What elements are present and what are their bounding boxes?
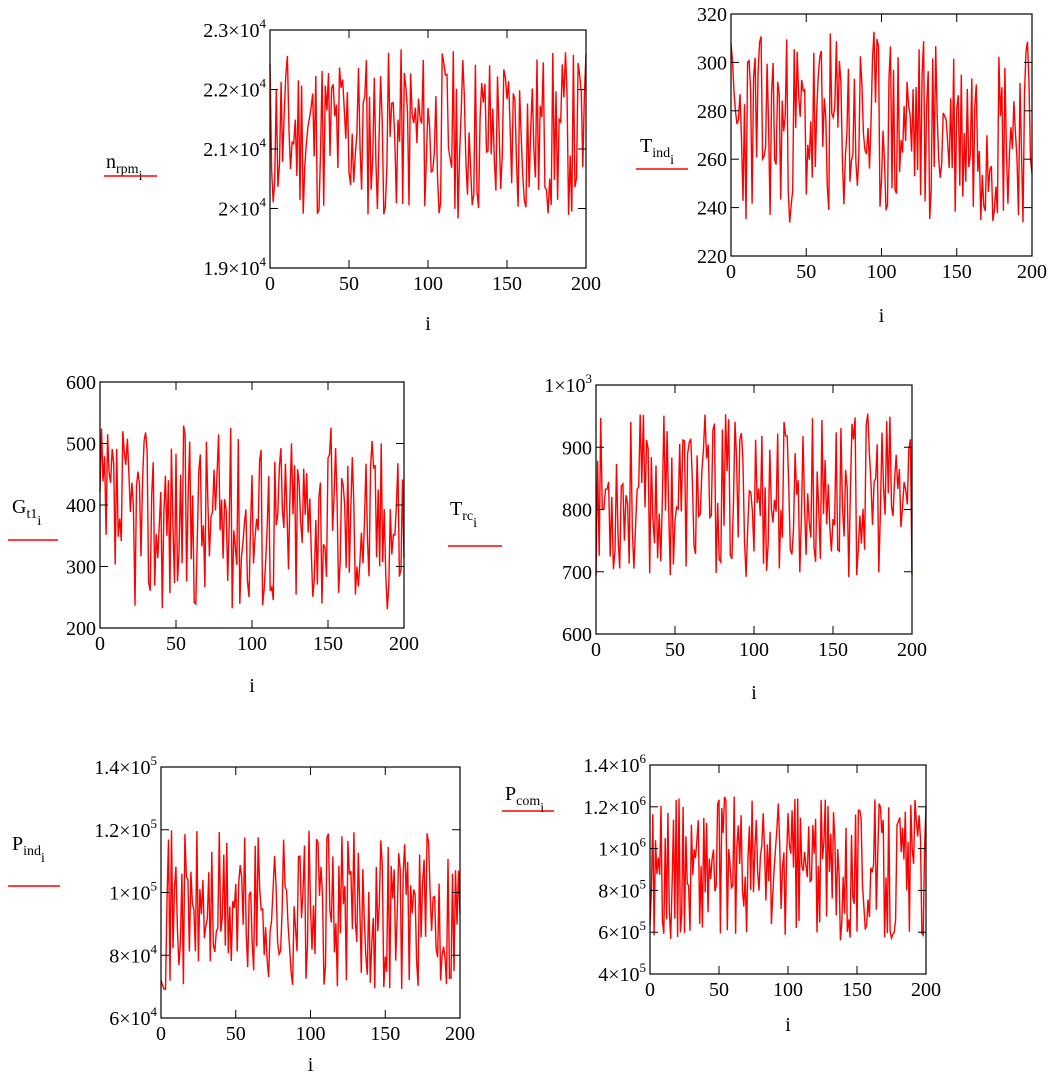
y-tick-label: 800 bbox=[562, 500, 592, 522]
y-tick-label: 300 bbox=[697, 52, 727, 74]
series-line bbox=[99, 425, 405, 610]
y-tick-label: 240 bbox=[697, 198, 727, 220]
y-tick-label: 1×103 bbox=[544, 371, 592, 397]
x-tick-label: 150 bbox=[313, 633, 343, 655]
x-tick-label: 100 bbox=[413, 273, 443, 295]
x-axis-label: i bbox=[785, 1014, 791, 1036]
y-axis-label: Gt1i bbox=[12, 496, 41, 529]
x-tick-label: 100 bbox=[296, 1023, 326, 1045]
x-tick-label: 150 bbox=[492, 273, 522, 295]
x-tick-label: 200 bbox=[897, 639, 927, 661]
y-tick-label: 280 bbox=[697, 101, 727, 123]
x-tick-label: 50 bbox=[339, 273, 359, 295]
y-axis-label: Pcomi bbox=[505, 783, 544, 816]
x-tick-label: 0 bbox=[726, 261, 736, 283]
y-tick-label: 2×104 bbox=[218, 195, 266, 221]
x-tick-label: 200 bbox=[445, 1023, 475, 1045]
series-line bbox=[595, 413, 913, 578]
x-tick-label: 50 bbox=[709, 979, 729, 1001]
chart-2: 0 50 100 150 200 220 240 260 280 300 320 i Tindi bbox=[636, 4, 1047, 327]
y-tick-label: 8×104 bbox=[109, 941, 157, 967]
x-tick-label: 200 bbox=[571, 273, 601, 295]
y-tick-label: 700 bbox=[562, 562, 592, 584]
x-tick-label: 0 bbox=[645, 979, 655, 1001]
x-tick-label: 100 bbox=[867, 261, 897, 283]
x-tick-label: 50 bbox=[665, 639, 685, 661]
y-tick-label: 1×105 bbox=[109, 879, 157, 905]
x-tick-label: 50 bbox=[796, 261, 816, 283]
x-axis-label: i bbox=[425, 313, 431, 335]
x-tick-label: 200 bbox=[1017, 261, 1047, 283]
y-tick-label: 900 bbox=[562, 437, 592, 459]
chart-5: 0 50 100 150 200 6×104 8×104 1×105 1.2×105 1.4×10… bbox=[8, 753, 475, 1076]
x-tick-label: 100 bbox=[237, 633, 267, 655]
y-tick-label: 400 bbox=[66, 495, 96, 517]
chart-6: 0 50 100 150 200 4×105 6×105 8×105 1×106 1.2×106 1… bbox=[502, 751, 941, 1036]
y-tick-label: 260 bbox=[697, 149, 727, 171]
y-tick-label: 8×105 bbox=[598, 876, 646, 902]
chart-4: 0 50 100 150 200 600 700 800 900 1×103 i Trci bbox=[448, 371, 927, 704]
y-axis-label: nrpmi bbox=[106, 151, 143, 184]
series-line bbox=[730, 31, 1033, 223]
x-tick-label: 0 bbox=[95, 633, 105, 655]
x-tick-label: 150 bbox=[942, 261, 972, 283]
y-tick-label: 4×105 bbox=[598, 960, 646, 986]
y-tick-label: 1.2×105 bbox=[94, 816, 157, 842]
y-tick-label: 200 bbox=[66, 618, 96, 640]
x-axis-label: i bbox=[751, 682, 757, 704]
y-tick-label: 2.2×104 bbox=[203, 76, 266, 102]
x-axis-label: i bbox=[879, 305, 885, 327]
series-line bbox=[160, 830, 461, 991]
x-tick-label: 0 bbox=[265, 273, 275, 295]
series-line bbox=[269, 49, 587, 219]
y-tick-label: 6×105 bbox=[598, 918, 646, 944]
x-tick-label: 100 bbox=[739, 639, 769, 661]
y-axis-label: Pindi bbox=[12, 833, 45, 866]
y-tick-label: 320 bbox=[697, 4, 727, 26]
chart-1: 0 50 100 150 200 1.9×104 2×104 2.1×104 2.2×104 2.… bbox=[104, 16, 601, 335]
series-line bbox=[649, 796, 927, 941]
x-tick-label: 50 bbox=[166, 633, 186, 655]
x-tick-label: 200 bbox=[911, 979, 941, 1001]
y-tick-label: 1.4×105 bbox=[94, 753, 157, 779]
x-tick-label: 150 bbox=[370, 1023, 400, 1045]
y-tick-label: 1×106 bbox=[598, 835, 646, 861]
x-tick-label: 0 bbox=[591, 639, 601, 661]
y-tick-label: 500 bbox=[66, 434, 96, 456]
y-tick-label: 6×104 bbox=[109, 1004, 157, 1030]
y-tick-label: 2.1×104 bbox=[203, 135, 266, 161]
x-axis-label: i bbox=[308, 1054, 314, 1076]
y-tick-label: 600 bbox=[66, 372, 96, 394]
y-axis-label: Trci bbox=[450, 498, 477, 531]
y-tick-label: 220 bbox=[697, 246, 727, 268]
y-tick-label: 1.9×104 bbox=[203, 254, 266, 280]
x-axis-label: i bbox=[249, 675, 255, 697]
chart-3: 0 50 100 150 200 200 300 400 500 600 i Gt1i bbox=[8, 372, 419, 697]
y-tick-label: 2.3×104 bbox=[203, 16, 266, 42]
x-tick-label: 150 bbox=[818, 639, 848, 661]
x-tick-label: 150 bbox=[842, 979, 872, 1001]
y-tick-label: 1.4×106 bbox=[583, 751, 646, 777]
x-tick-label: 100 bbox=[773, 979, 803, 1001]
y-tick-label: 600 bbox=[562, 624, 592, 646]
y-tick-label: 1.2×106 bbox=[583, 793, 646, 819]
y-tick-label: 300 bbox=[66, 557, 96, 579]
x-tick-label: 200 bbox=[389, 633, 419, 655]
x-tick-label: 0 bbox=[156, 1023, 166, 1045]
x-tick-label: 50 bbox=[226, 1023, 246, 1045]
y-axis-label: Tindi bbox=[640, 135, 674, 168]
